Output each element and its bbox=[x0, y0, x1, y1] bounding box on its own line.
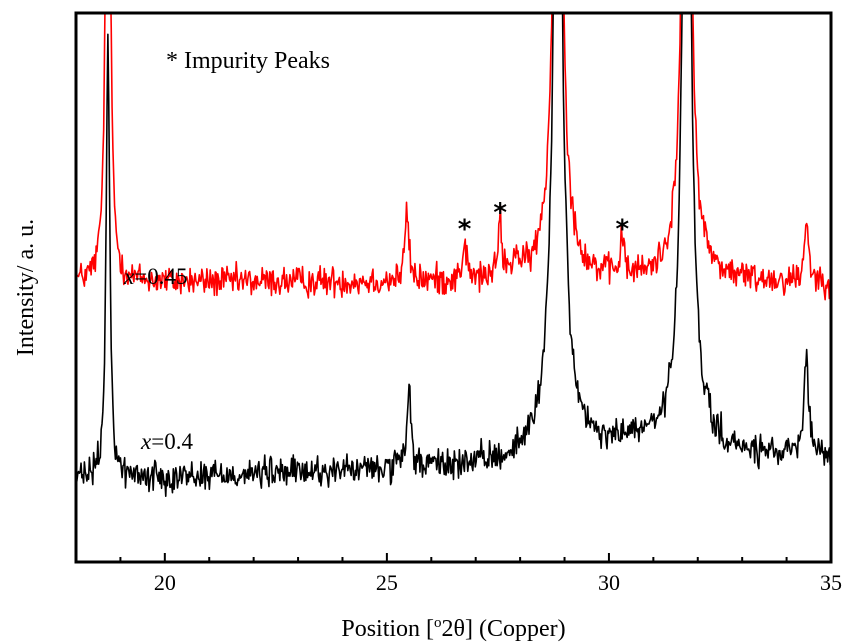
x-tick-label: 30 bbox=[598, 570, 620, 595]
impurity-star-0: * bbox=[458, 215, 472, 245]
x-tick-label: 20 bbox=[154, 570, 176, 595]
series-label-var: x bbox=[123, 264, 135, 289]
y-axis-title: Intensity/ a. u. bbox=[13, 219, 39, 356]
impurity-note: * Impurity Peaks bbox=[166, 48, 330, 74]
series-label-var: x bbox=[140, 429, 152, 454]
series-label-x045: x=0.45 bbox=[123, 264, 187, 289]
x-tick-label: 25 bbox=[376, 570, 398, 595]
impurity-star-1: * bbox=[493, 198, 507, 228]
impurity-marker-layer: * * * bbox=[458, 198, 630, 244]
series-label-x04: x=0.4 bbox=[140, 429, 193, 454]
x-axis-title: Position [o2θ] (Copper) bbox=[341, 615, 565, 642]
x-axis-title-degree: o bbox=[434, 615, 442, 631]
series-label-value: =0.4 bbox=[151, 429, 193, 454]
series-label-value: =0.45 bbox=[134, 264, 187, 289]
x-ticks: 20 25 30 35 bbox=[75, 553, 842, 595]
plot-frame bbox=[74, 11, 833, 564]
x-axis-title-suffix: 2θ] (Copper) bbox=[442, 616, 566, 642]
series-layer bbox=[76, 13, 831, 497]
series-line-1 bbox=[76, 13, 831, 497]
series-line-0 bbox=[76, 13, 831, 301]
impurity-star-2: * bbox=[615, 215, 629, 245]
x-tick-label: 35 bbox=[820, 570, 842, 595]
x-axis-title-prefix: Position [ bbox=[341, 616, 434, 642]
